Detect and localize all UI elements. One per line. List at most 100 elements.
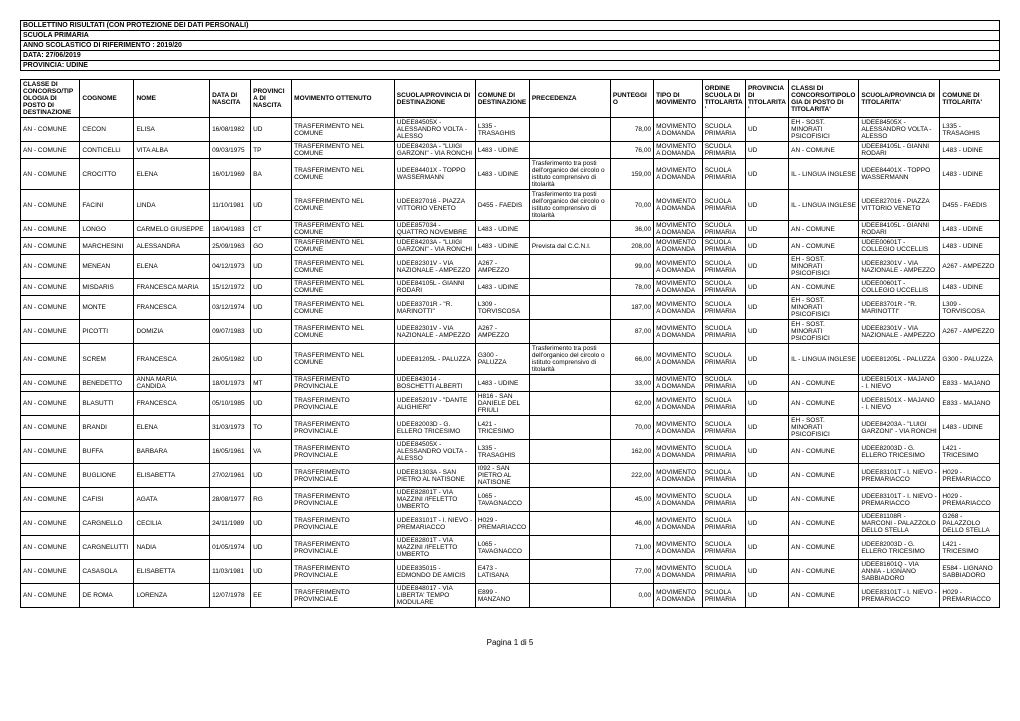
table-cell: UD — [745, 190, 788, 221]
table-cell: IL - LINGUA INGLESE — [789, 159, 859, 190]
table-cell: TRASFERIMENTO PROVINCIALE — [292, 512, 395, 536]
table-cell: MOVIMENTO A DOMANDA — [654, 238, 703, 255]
table-cell: MOVIMENTO A DOMANDA — [654, 142, 703, 159]
table-cell: UDEE84105L - GIANNI RODARI — [394, 279, 475, 296]
table-cell: TRASFERIMENTO PROVINCIALE — [292, 488, 395, 512]
table-cell: AN - COMUNE — [21, 320, 80, 344]
table-cell: AN - COMUNE — [789, 488, 859, 512]
table-cell — [529, 320, 610, 344]
table-cell: AN - COMUNE — [789, 464, 859, 488]
table-cell: CASASOLA — [80, 560, 134, 584]
table-cell: 76,00 — [610, 142, 653, 159]
table-cell: ELISABETTA — [134, 560, 210, 584]
table-cell: CONTICELLI — [80, 142, 134, 159]
table-cell: AN - COMUNE — [21, 488, 80, 512]
table-cell: CARGNELLO — [80, 512, 134, 536]
table-row: AN - COMUNECARGNELLOCECILIA24/11/1989UDT… — [21, 512, 1000, 536]
table-cell: 66,00 — [610, 344, 653, 375]
table-cell: AN - COMUNE — [21, 536, 80, 560]
table-cell: UDEE848017 - VIA LIBERTA' TEMPO MODULARE — [394, 584, 475, 608]
table-cell: BA — [251, 159, 292, 190]
table-cell: 05/10/1985 — [210, 392, 251, 416]
table-cell: 70,00 — [610, 190, 653, 221]
table-cell: SCUOLA PRIMARIA — [702, 238, 745, 255]
table-cell: EH - SOST. MINORATI PSICOFISICI — [789, 255, 859, 279]
table-cell: 11/03/1981 — [210, 560, 251, 584]
table-cell: G300 - PALUZZA — [940, 344, 1000, 375]
table-row: AN - COMUNECARGNELUTTINADIA01/05/1974UDT… — [21, 536, 1000, 560]
table-cell: L335 - TRASAGHIS — [475, 118, 529, 142]
table-cell: Prevista dal C.C.N.I. — [529, 238, 610, 255]
table-cell: UDEE84401X - TOPPO WASSERMANN — [394, 159, 475, 190]
table-row: AN - COMUNECROCITTOELENA16/01/1969BATRAS… — [21, 159, 1000, 190]
table-cell: TRASFERIMENTO PROVINCIALE — [292, 560, 395, 584]
table-cell: UDEE81108R - MARCONI - PALAZZOLO DELLO S… — [859, 512, 940, 536]
table-cell: L483 - UDINE — [940, 159, 1000, 190]
table-cell: TRASFERIMENTO NEL COMUNE — [292, 159, 395, 190]
table-row: AN - COMUNEPICOTTIDOMIZIA09/07/1983UDTRA… — [21, 320, 1000, 344]
table-cell: AN - COMUNE — [21, 255, 80, 279]
table-cell: MOVIMENTO A DOMANDA — [654, 416, 703, 440]
table-cell: UD — [251, 560, 292, 584]
table-cell: AN - COMUNE — [789, 512, 859, 536]
results-table: CLASSE DI CONCORSO/TIPOLOGIA DI POSTO DI… — [20, 79, 1000, 608]
table-cell: L483 - UDINE — [940, 416, 1000, 440]
table-cell: Trasferimento tra posti dell'organico de… — [529, 344, 610, 375]
table-cell: 0,00 — [610, 584, 653, 608]
table-cell: Trasferimento tra posti dell'organico de… — [529, 159, 610, 190]
table-cell: DOMIZIA — [134, 320, 210, 344]
table-cell: SCUOLA PRIMARIA — [702, 416, 745, 440]
table-cell: L309 - TORVISCOSA — [940, 296, 1000, 320]
table-cell: MOVIMENTO A DOMANDA — [654, 255, 703, 279]
meta-line: PROVINCIA: UDINE — [20, 60, 1000, 71]
table-cell: UDEE84505X - ALESSANDRO VOLTA - ALESSO — [394, 440, 475, 464]
table-cell: AN - COMUNE — [21, 512, 80, 536]
table-cell: TP — [251, 142, 292, 159]
table-cell: TRASFERIMENTO NEL COMUNE — [292, 279, 395, 296]
table-cell: L483 - UDINE — [475, 221, 529, 238]
table-cell: FRANCESCA — [134, 344, 210, 375]
table-cell: MOVIMENTO A DOMANDA — [654, 221, 703, 238]
table-cell: AN - COMUNE — [789, 392, 859, 416]
table-cell: SCUOLA PRIMARIA — [702, 279, 745, 296]
table-cell: SCUOLA PRIMARIA — [702, 344, 745, 375]
table-cell: AN - COMUNE — [21, 416, 80, 440]
table-cell: A267 - AMPEZZO — [475, 255, 529, 279]
table-cell: UD — [745, 221, 788, 238]
table-cell: L065 - TAVAGNACCO — [475, 536, 529, 560]
table-cell: CROCITTO — [80, 159, 134, 190]
table-cell: IL - LINGUA INGLESE — [789, 344, 859, 375]
table-cell: I092 - SAN PIETRO AL NATISONE — [475, 464, 529, 488]
table-cell: SCUOLA PRIMARIA — [702, 118, 745, 142]
table-cell: AN - COMUNE — [21, 221, 80, 238]
table-cell: UDEE827016 - PIAZZA VITTORIO VENETO — [859, 190, 940, 221]
table-row: AN - COMUNEBRANDIELENA31/03/1973TOTRASFE… — [21, 416, 1000, 440]
table-cell: AN - COMUNE — [21, 190, 80, 221]
table-cell: G268 - PALAZZOLO DELLO STELLA — [940, 512, 1000, 536]
table-cell: UDEE84203A - "LUIGI GARZONI" - VIA RONCH… — [394, 238, 475, 255]
table-cell: L421 - TRICESIMO — [940, 536, 1000, 560]
page-footer: Pagina 1 di 5 — [20, 638, 1000, 647]
table-cell: 33,00 — [610, 375, 653, 392]
table-cell: 208,00 — [610, 238, 653, 255]
table-cell: AN - COMUNE — [21, 584, 80, 608]
table-cell: L483 - UDINE — [475, 279, 529, 296]
table-cell: UDEE81501X - MAJANO - I. NIEVO — [859, 392, 940, 416]
table-cell: FRANCESCA — [134, 392, 210, 416]
table-cell: UDEE81205L - PALUZZA — [859, 344, 940, 375]
table-cell: L421 - TRICESIMO — [475, 416, 529, 440]
table-cell: SCUOLA PRIMARIA — [702, 142, 745, 159]
table-cell: 78,00 — [610, 279, 653, 296]
table-cell: SCUOLA PRIMARIA — [702, 488, 745, 512]
table-cell: BLASUTTI — [80, 392, 134, 416]
table-cell: VITA ALBA — [134, 142, 210, 159]
table-cell: L065 - TAVAGNACCO — [475, 488, 529, 512]
table-cell: CAFISI — [80, 488, 134, 512]
table-cell: AN - COMUNE — [21, 344, 80, 375]
table-cell: E473 - LATISANA — [475, 560, 529, 584]
table-cell: MISDARIS — [80, 279, 134, 296]
table-cell: LORENZA — [134, 584, 210, 608]
table-cell: TO — [251, 416, 292, 440]
table-cell: L335 - TRASAGHIS — [940, 118, 1000, 142]
table-cell: 78,00 — [610, 118, 653, 142]
